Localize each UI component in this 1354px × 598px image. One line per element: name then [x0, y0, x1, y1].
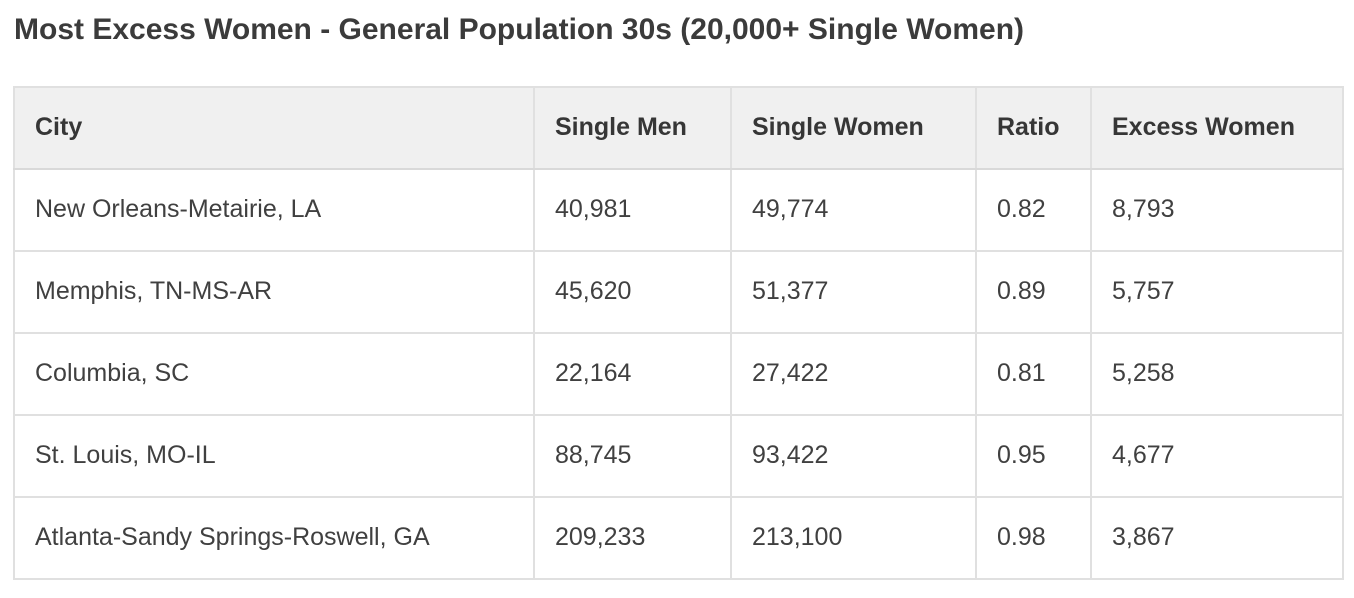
excess-women-cell: 3,867 [1090, 495, 1344, 580]
city-cell: Columbia, SC [13, 331, 535, 416]
single-women-cell: 27,422 [730, 331, 977, 416]
excess-women-cell: 8,793 [1090, 167, 1344, 252]
single-women-cell: 51,377 [730, 249, 977, 334]
city-cell: Memphis, TN-MS-AR [13, 249, 535, 334]
column-header-ratio: Ratio [975, 85, 1092, 170]
excess-women-table: City Single Men Single Women Ratio Exces… [13, 85, 1344, 580]
table-row: Memphis, TN-MS-AR 45,620 51,377 0.89 5,7… [13, 249, 1344, 334]
column-header-single-women: Single Women [730, 85, 977, 170]
excess-women-cell: 5,258 [1090, 331, 1344, 416]
single-women-cell: 93,422 [730, 413, 977, 498]
table-row: New Orleans-Metairie, LA 40,981 49,774 0… [13, 167, 1344, 252]
table-row: Columbia, SC 22,164 27,422 0.81 5,258 [13, 331, 1344, 416]
table-row: St. Louis, MO-IL 88,745 93,422 0.95 4,67… [13, 413, 1344, 498]
ratio-cell: 0.98 [975, 495, 1092, 580]
single-men-cell: 45,620 [533, 249, 732, 334]
single-men-cell: 40,981 [533, 167, 732, 252]
column-header-city: City [13, 85, 535, 170]
table-header-row: City Single Men Single Women Ratio Exces… [13, 85, 1344, 170]
ratio-cell: 0.95 [975, 413, 1092, 498]
table-row: Atlanta-Sandy Springs-Roswell, GA 209,23… [13, 495, 1344, 580]
page-title: Most Excess Women - General Population 3… [14, 13, 1025, 46]
column-header-excess-women: Excess Women [1090, 85, 1344, 170]
single-men-cell: 22,164 [533, 331, 732, 416]
excess-women-cell: 4,677 [1090, 413, 1344, 498]
single-women-cell: 213,100 [730, 495, 977, 580]
city-cell: Atlanta-Sandy Springs-Roswell, GA [13, 495, 535, 580]
city-cell: New Orleans-Metairie, LA [13, 167, 535, 252]
excess-women-cell: 5,757 [1090, 249, 1344, 334]
ratio-cell: 0.81 [975, 331, 1092, 416]
single-men-cell: 88,745 [533, 413, 732, 498]
city-cell: St. Louis, MO-IL [13, 413, 535, 498]
ratio-cell: 0.89 [975, 249, 1092, 334]
column-header-single-men: Single Men [533, 85, 732, 170]
single-women-cell: 49,774 [730, 167, 977, 252]
ratio-cell: 0.82 [975, 167, 1092, 252]
single-men-cell: 209,233 [533, 495, 732, 580]
